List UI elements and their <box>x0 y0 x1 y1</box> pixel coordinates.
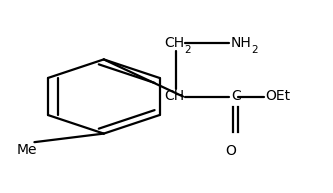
Text: O: O <box>225 144 236 158</box>
Text: CH: CH <box>165 90 185 103</box>
Text: 2: 2 <box>185 45 191 55</box>
Text: CH: CH <box>165 36 185 50</box>
Text: Me: Me <box>16 143 37 157</box>
Text: NH: NH <box>231 36 252 50</box>
Text: OEt: OEt <box>265 90 291 103</box>
Text: 2: 2 <box>251 45 258 55</box>
Text: C: C <box>231 90 241 103</box>
